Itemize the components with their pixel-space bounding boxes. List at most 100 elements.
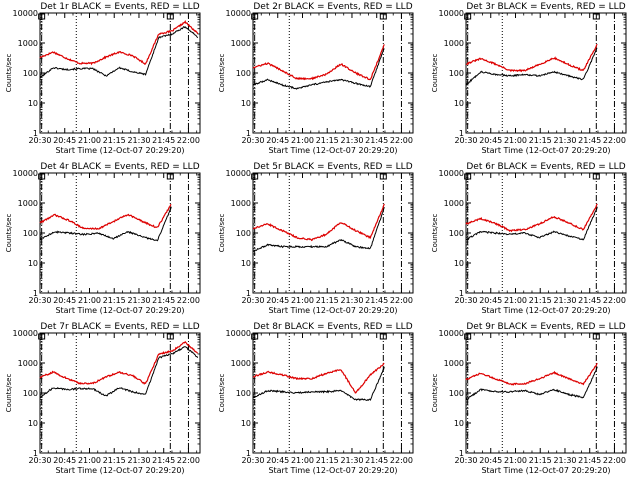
flag-box (464, 13, 472, 20)
y-axis-label: Counts/sec (218, 214, 226, 253)
panel-title: Det 5r BLACK = Events, RED = LLD (253, 162, 412, 172)
x-tick-label: 21:00 (504, 456, 527, 465)
plot-frame (252, 12, 414, 134)
y-tick-label: 100 (236, 229, 251, 238)
y-tick-label: 1000 (231, 359, 251, 368)
lld-series-line (466, 43, 598, 73)
x-tick-label: 21:45 (152, 296, 175, 305)
x-tick-label: 22:00 (603, 136, 626, 145)
flag-box (38, 333, 46, 340)
x-tick-label: 21:15 (103, 296, 126, 305)
panel-title: Det 1r BLACK = Events, RED = LLD (40, 2, 199, 12)
panel-title: Det 2r BLACK = Events, RED = LLD (253, 2, 412, 12)
x-tick-label: 21:15 (103, 456, 126, 465)
x-tick-label: 21:45 (578, 296, 601, 305)
panel-3: Det 3r BLACK = Events, RED = LLD Counts/s… (431, 2, 627, 155)
y-tick-label: 10000 (226, 169, 251, 178)
y-tick-label: 100 (449, 69, 464, 78)
x-tick-label: 21:30 (340, 296, 363, 305)
x-axis-label: Start Time (12-Oct-07 20:29:20) (268, 306, 397, 315)
x-tick-label: 22:00 (603, 456, 626, 465)
events-series-line (39, 206, 172, 242)
plot-frame (252, 172, 414, 294)
x-tick-label: 21:45 (365, 456, 388, 465)
y-tick-label: 10000 (226, 329, 251, 338)
lld-series-line (39, 19, 199, 66)
x-tick-label: 21:15 (316, 456, 339, 465)
y-tick-label: 1 (246, 289, 251, 298)
x-tick-label: 21:45 (365, 296, 388, 305)
y-tick-label: 1000 (444, 359, 464, 368)
flag-box (464, 173, 472, 180)
y-tick-label: 10000 (439, 9, 464, 18)
lld-series-line (252, 44, 385, 81)
lld-series-line (252, 203, 385, 242)
x-tick-label: 21:00 (78, 296, 101, 305)
y-tick-label: 1000 (18, 39, 38, 48)
panel-title: Det 4r BLACK = Events, RED = LLD (40, 162, 199, 172)
events-series-line (465, 47, 598, 86)
flag-box (166, 333, 174, 340)
y-tick-label: 100 (449, 229, 464, 238)
lld-series-line (39, 204, 172, 230)
y-tick-label: 1 (246, 449, 251, 458)
x-axis-label: Start Time (12-Oct-07 20:29:20) (481, 466, 610, 475)
y-tick-label: 1 (459, 289, 464, 298)
y-tick-label: 10 (28, 99, 38, 108)
y-tick-label: 10000 (13, 169, 38, 178)
x-tick-label: 20:30 (454, 136, 477, 145)
x-tick-label: 20:45 (266, 456, 289, 465)
x-tick-label: 21:30 (127, 456, 150, 465)
flag-box (166, 173, 174, 180)
y-axis-label: Counts/sec (431, 54, 439, 93)
events-series-line (39, 346, 199, 399)
x-tick-label: 20:45 (266, 296, 289, 305)
panel-9: Det 9r BLACK = Events, RED = LLD Counts/s… (431, 322, 627, 475)
x-tick-label: 20:30 (28, 456, 51, 465)
x-tick-label: 22:00 (390, 456, 413, 465)
x-tick-label: 21:30 (340, 456, 363, 465)
flag-box (38, 13, 46, 20)
flag-box (592, 173, 600, 180)
panel-1: Det 1r BLACK = Events, RED = LLD Counts/s… (5, 2, 201, 155)
y-tick-label: 1 (246, 129, 251, 138)
x-tick-label: 21:15 (529, 296, 552, 305)
y-axis-label: Counts/sec (5, 54, 13, 93)
x-axis-label: Start Time (12-Oct-07 20:29:20) (268, 146, 397, 155)
y-tick-label: 10 (241, 259, 251, 268)
x-tick-label: 20:45 (53, 296, 76, 305)
events-series-line (465, 206, 598, 241)
flag-box (379, 13, 387, 20)
y-axis-label: Counts/sec (218, 54, 226, 93)
x-tick-label: 21:45 (578, 136, 601, 145)
x-axis-label: Start Time (12-Oct-07 20:29:20) (55, 146, 184, 155)
x-tick-label: 22:00 (390, 136, 413, 145)
y-tick-label: 10000 (13, 329, 38, 338)
panel-5: Det 5r BLACK = Events, RED = LLD Counts/s… (218, 162, 414, 315)
x-tick-label: 21:15 (529, 456, 552, 465)
y-tick-label: 100 (236, 69, 251, 78)
panel-4: Det 4r BLACK = Events, RED = LLD Counts/s… (5, 162, 201, 315)
x-axis-label: Start Time (12-Oct-07 20:29:20) (55, 466, 184, 475)
x-tick-label: 20:30 (241, 136, 264, 145)
x-tick-label: 20:45 (479, 136, 502, 145)
panel-6: Det 6r BLACK = Events, RED = LLD Counts/s… (431, 162, 627, 315)
y-tick-label: 10000 (439, 329, 464, 338)
x-tick-label: 22:00 (177, 456, 200, 465)
x-tick-label: 22:00 (177, 136, 200, 145)
x-tick-label: 21:00 (291, 456, 314, 465)
x-tick-label: 21:30 (127, 136, 150, 145)
y-tick-label: 1000 (444, 39, 464, 48)
events-series-line (252, 48, 385, 90)
panel-8: Det 8r BLACK = Events, RED = LLD Counts/s… (218, 322, 414, 475)
x-axis-label: Start Time (12-Oct-07 20:29:20) (481, 146, 610, 155)
x-tick-label: 21:30 (340, 136, 363, 145)
y-tick-label: 10 (454, 99, 464, 108)
panel-title: Det 7r BLACK = Events, RED = LLD (40, 322, 199, 332)
x-tick-label: 21:30 (127, 296, 150, 305)
x-tick-label: 21:45 (152, 136, 175, 145)
x-tick-label: 22:00 (603, 296, 626, 305)
panel-title: Det 3r BLACK = Events, RED = LLD (466, 2, 625, 12)
x-tick-label: 21:15 (529, 136, 552, 145)
